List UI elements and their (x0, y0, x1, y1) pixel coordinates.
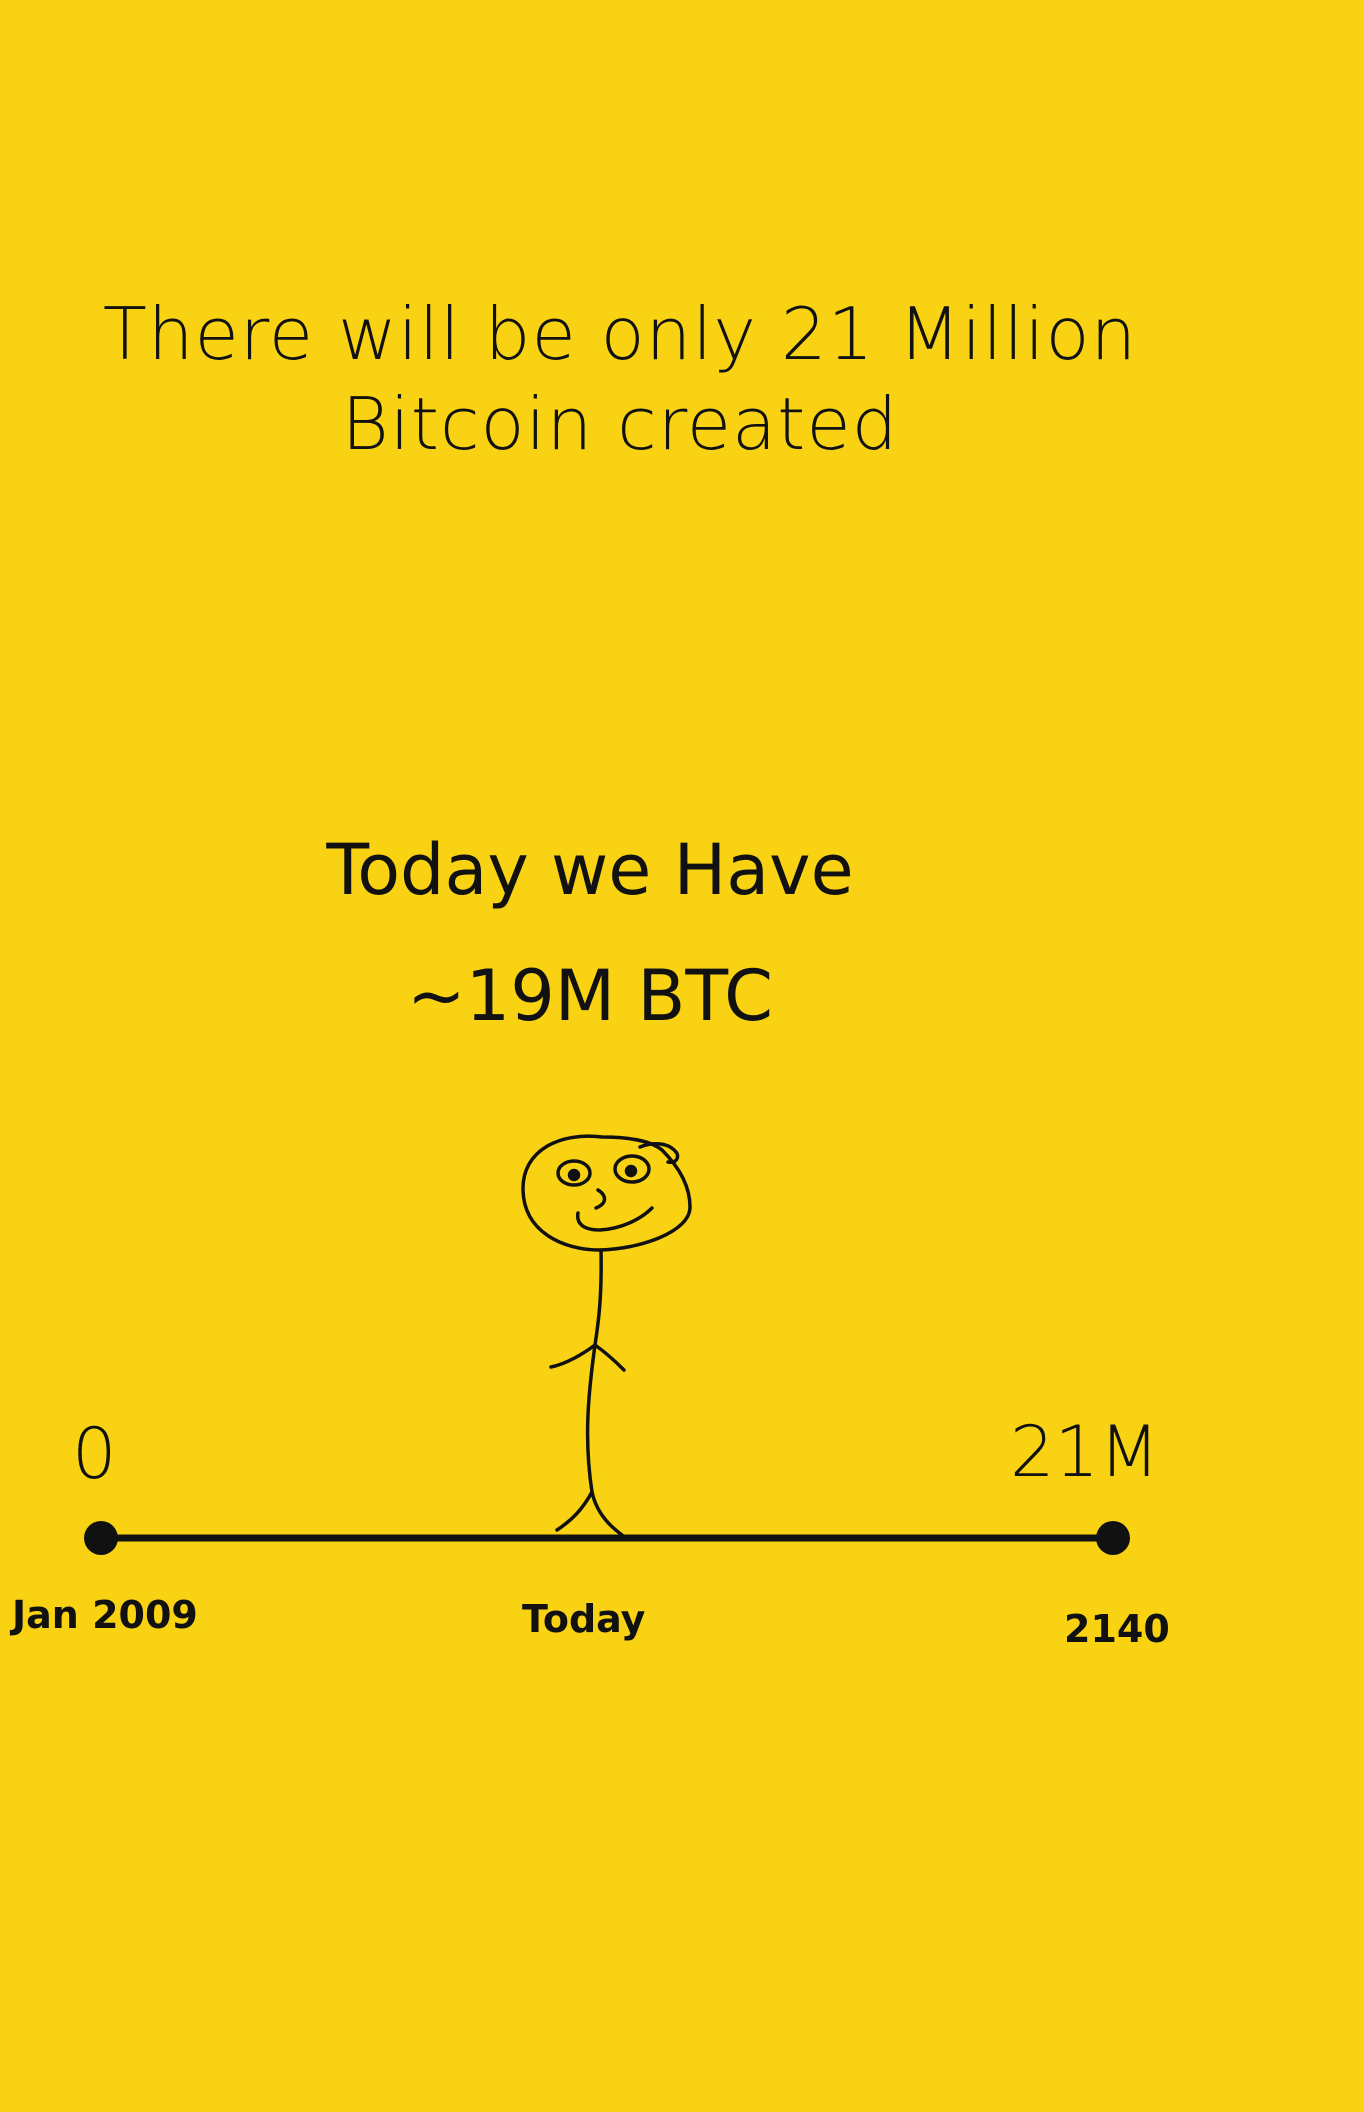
stick-figure-icon (521, 1134, 692, 1540)
timeline-end-value: 21M (1010, 1411, 1160, 1493)
timeline-start-dot (84, 1521, 118, 1555)
headline-line-1: There will be only 21 Million (102, 292, 1138, 376)
timeline-end-dot (1096, 1521, 1130, 1555)
headline-line-2: Bitcoin created (341, 382, 899, 466)
timeline-end-date: 2140 (1064, 1607, 1170, 1651)
btc-amount-label: ~19M BTC (407, 955, 773, 1037)
today-we-have-label: Today we Have (326, 829, 854, 911)
timeline-start-date: Jan 2009 (12, 1593, 198, 1637)
timeline-start-value: 0 (72, 1413, 117, 1495)
timeline-current-label: Today (522, 1597, 646, 1641)
